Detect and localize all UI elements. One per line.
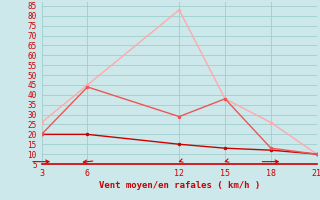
X-axis label: Vent moyen/en rafales ( km/h ): Vent moyen/en rafales ( km/h ) bbox=[99, 181, 260, 190]
